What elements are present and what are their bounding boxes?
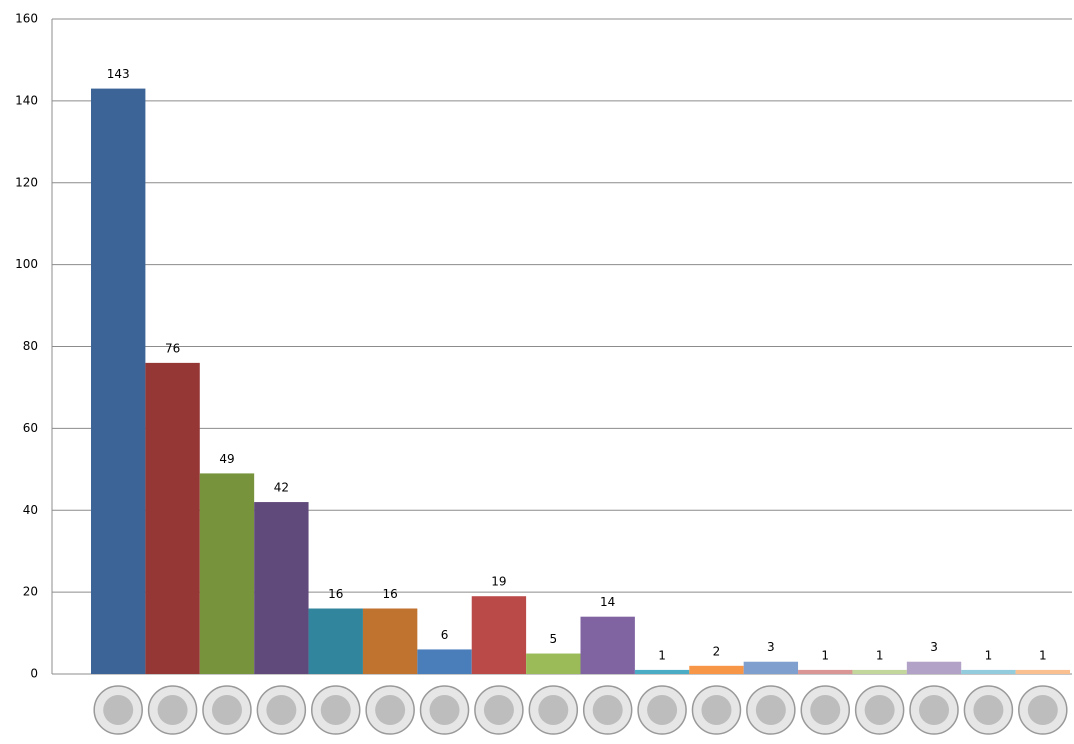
category-logo-inner — [701, 695, 732, 725]
category-logo-inner — [592, 695, 623, 725]
category-logo-inner — [864, 695, 895, 725]
category-logo-inner — [810, 695, 841, 725]
category-logo-inner — [266, 695, 297, 725]
bar — [254, 502, 309, 674]
value-label: 1 — [876, 648, 884, 662]
y-tick-label: 160 — [15, 12, 38, 26]
value-label: 76 — [165, 341, 180, 355]
value-label: 2 — [713, 644, 721, 658]
bar — [852, 669, 907, 674]
y-tick-label: 20 — [23, 585, 38, 599]
bar — [199, 473, 255, 674]
value-label: 3 — [767, 640, 775, 654]
category-logo-inner — [320, 695, 351, 725]
value-label: 1 — [821, 648, 829, 662]
category-logo-inner — [429, 695, 460, 725]
value-label: 14 — [600, 595, 615, 609]
value-label: 49 — [219, 452, 234, 466]
bar — [906, 661, 962, 674]
value-label: 6 — [441, 628, 449, 642]
bar — [91, 88, 146, 674]
value-label: 42 — [274, 481, 289, 495]
bar — [689, 665, 744, 674]
value-label: 5 — [549, 632, 557, 646]
y-tick-label: 120 — [15, 175, 38, 189]
category-logo-inner — [755, 695, 786, 725]
value-label: 1 — [1039, 648, 1047, 662]
category-logo-inner — [375, 695, 406, 725]
value-label: 16 — [328, 587, 343, 601]
category-logo-inner — [1027, 695, 1058, 725]
value-label: 19 — [491, 575, 506, 589]
bar — [961, 669, 1016, 674]
y-tick-label: 140 — [15, 93, 38, 107]
bar — [634, 669, 690, 674]
bar — [362, 608, 418, 674]
bar — [743, 661, 799, 674]
bar — [526, 653, 581, 674]
bar — [471, 596, 527, 674]
category-logo-inner — [647, 695, 678, 725]
category-logo-inner — [157, 695, 188, 725]
y-tick-label: 80 — [23, 339, 38, 353]
bar — [417, 649, 472, 674]
y-tick-label: 100 — [15, 257, 38, 271]
category-logo-inner — [973, 695, 1004, 725]
bar — [145, 362, 200, 674]
bar — [308, 608, 363, 674]
bar — [798, 669, 853, 674]
y-tick-label: 60 — [23, 421, 38, 435]
value-label: 1 — [985, 648, 993, 662]
value-label: 1 — [658, 648, 666, 662]
category-logo-inner — [538, 695, 569, 725]
value-label: 3 — [930, 640, 938, 654]
category-logo-inner — [483, 695, 514, 725]
y-tick-label: 0 — [30, 667, 38, 681]
bar — [1015, 669, 1070, 674]
value-label: 16 — [382, 587, 397, 601]
category-logo-inner — [919, 695, 950, 725]
y-tick-label: 40 — [23, 503, 38, 517]
category-logo-inner — [103, 695, 134, 725]
value-label: 143 — [107, 67, 130, 81]
bar — [580, 616, 635, 674]
category-logo-inner — [211, 695, 242, 725]
